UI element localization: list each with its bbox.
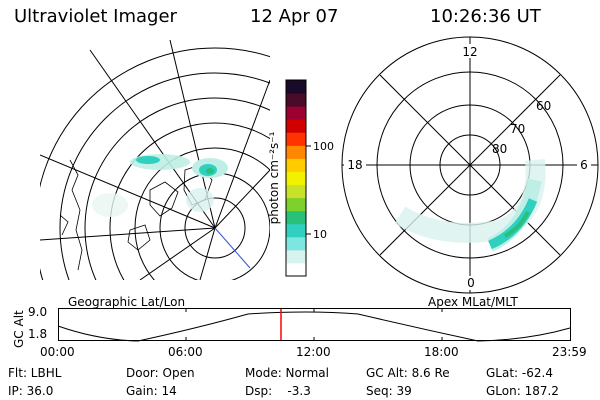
xtick-2359: 23:59 bbox=[552, 345, 587, 359]
colorbar-step bbox=[286, 249, 306, 264]
polar-mlt-map: 12 6 0 18 60 70 80 bbox=[341, 36, 599, 294]
colorbar-step bbox=[286, 119, 306, 133]
colorbar-step bbox=[286, 106, 306, 120]
geographic-caption: Geographic Lat/Lon bbox=[68, 295, 186, 309]
lat-label-60: 60 bbox=[536, 99, 551, 113]
colorbar-step bbox=[286, 210, 306, 225]
info-seq: Seq: 39 bbox=[366, 384, 412, 398]
aurora-emission-left bbox=[92, 154, 228, 217]
timeline-ytick-top: 9.0 bbox=[28, 305, 48, 319]
xtick-0600: 06:00 bbox=[168, 345, 203, 359]
time-label: 10:26:36 UT bbox=[430, 6, 541, 27]
info-glat: GLat: -62.4 bbox=[486, 366, 553, 380]
aurora-emission-right bbox=[394, 159, 546, 252]
colorbar-step bbox=[286, 171, 306, 186]
info-dsp: Dsp: -3.3 bbox=[245, 384, 311, 398]
colorbar-gradient bbox=[286, 80, 306, 277]
colorbar: 100 10 photon cm⁻²s⁻¹ bbox=[267, 79, 334, 277]
lat-label-80: 80 bbox=[492, 142, 507, 156]
info-filter: Flt: LBHL bbox=[8, 366, 62, 380]
geographic-map bbox=[40, 40, 270, 280]
xtick-1200: 12:00 bbox=[296, 345, 331, 359]
date-label: 12 Apr 07 bbox=[250, 6, 339, 27]
colorbar-step bbox=[286, 158, 306, 172]
info-gain: Gain: 14 bbox=[126, 384, 177, 398]
mlt-label-18: 18 bbox=[347, 158, 362, 172]
info-gc-alt: GC Alt: 8.6 Re bbox=[366, 366, 450, 380]
timeline-ylabel: GC Alt bbox=[12, 310, 26, 348]
timeline-ytick-bottom: 1.8 bbox=[28, 327, 48, 341]
mlt-label-12: 12 bbox=[462, 45, 477, 59]
colorbar-step bbox=[286, 197, 306, 212]
colorbar-tick-10: 10 bbox=[313, 228, 327, 241]
info-glon: GLon: 187.2 bbox=[486, 384, 559, 398]
xtick-1800: 18:00 bbox=[424, 345, 459, 359]
xtick-0000: 00:00 bbox=[40, 345, 75, 359]
info-door: Door: Open bbox=[126, 366, 195, 380]
colorbar-step bbox=[286, 132, 306, 146]
colorbar-step bbox=[286, 80, 306, 94]
colorbar-step bbox=[286, 262, 306, 277]
app-title: Ultraviolet Imager bbox=[14, 6, 177, 27]
colorbar-step bbox=[286, 93, 306, 107]
colorbar-step bbox=[286, 145, 306, 159]
mlt-label-0: 0 bbox=[467, 276, 475, 290]
colorbar-step bbox=[286, 184, 306, 199]
colorbar-label: photon cm⁻²s⁻¹ bbox=[267, 131, 281, 224]
info-mode: Mode: Normal bbox=[245, 366, 329, 380]
timeline-plot bbox=[57, 308, 571, 342]
colorbar-tick-100: 100 bbox=[313, 140, 334, 153]
info-ip: IP: 36.0 bbox=[8, 384, 54, 398]
colorbar-step bbox=[286, 223, 306, 238]
mlt-label-6: 6 bbox=[580, 158, 588, 172]
apex-caption: Apex MLat/MLT bbox=[428, 295, 518, 309]
colorbar-step bbox=[286, 236, 306, 251]
lat-label-70: 70 bbox=[510, 122, 525, 136]
